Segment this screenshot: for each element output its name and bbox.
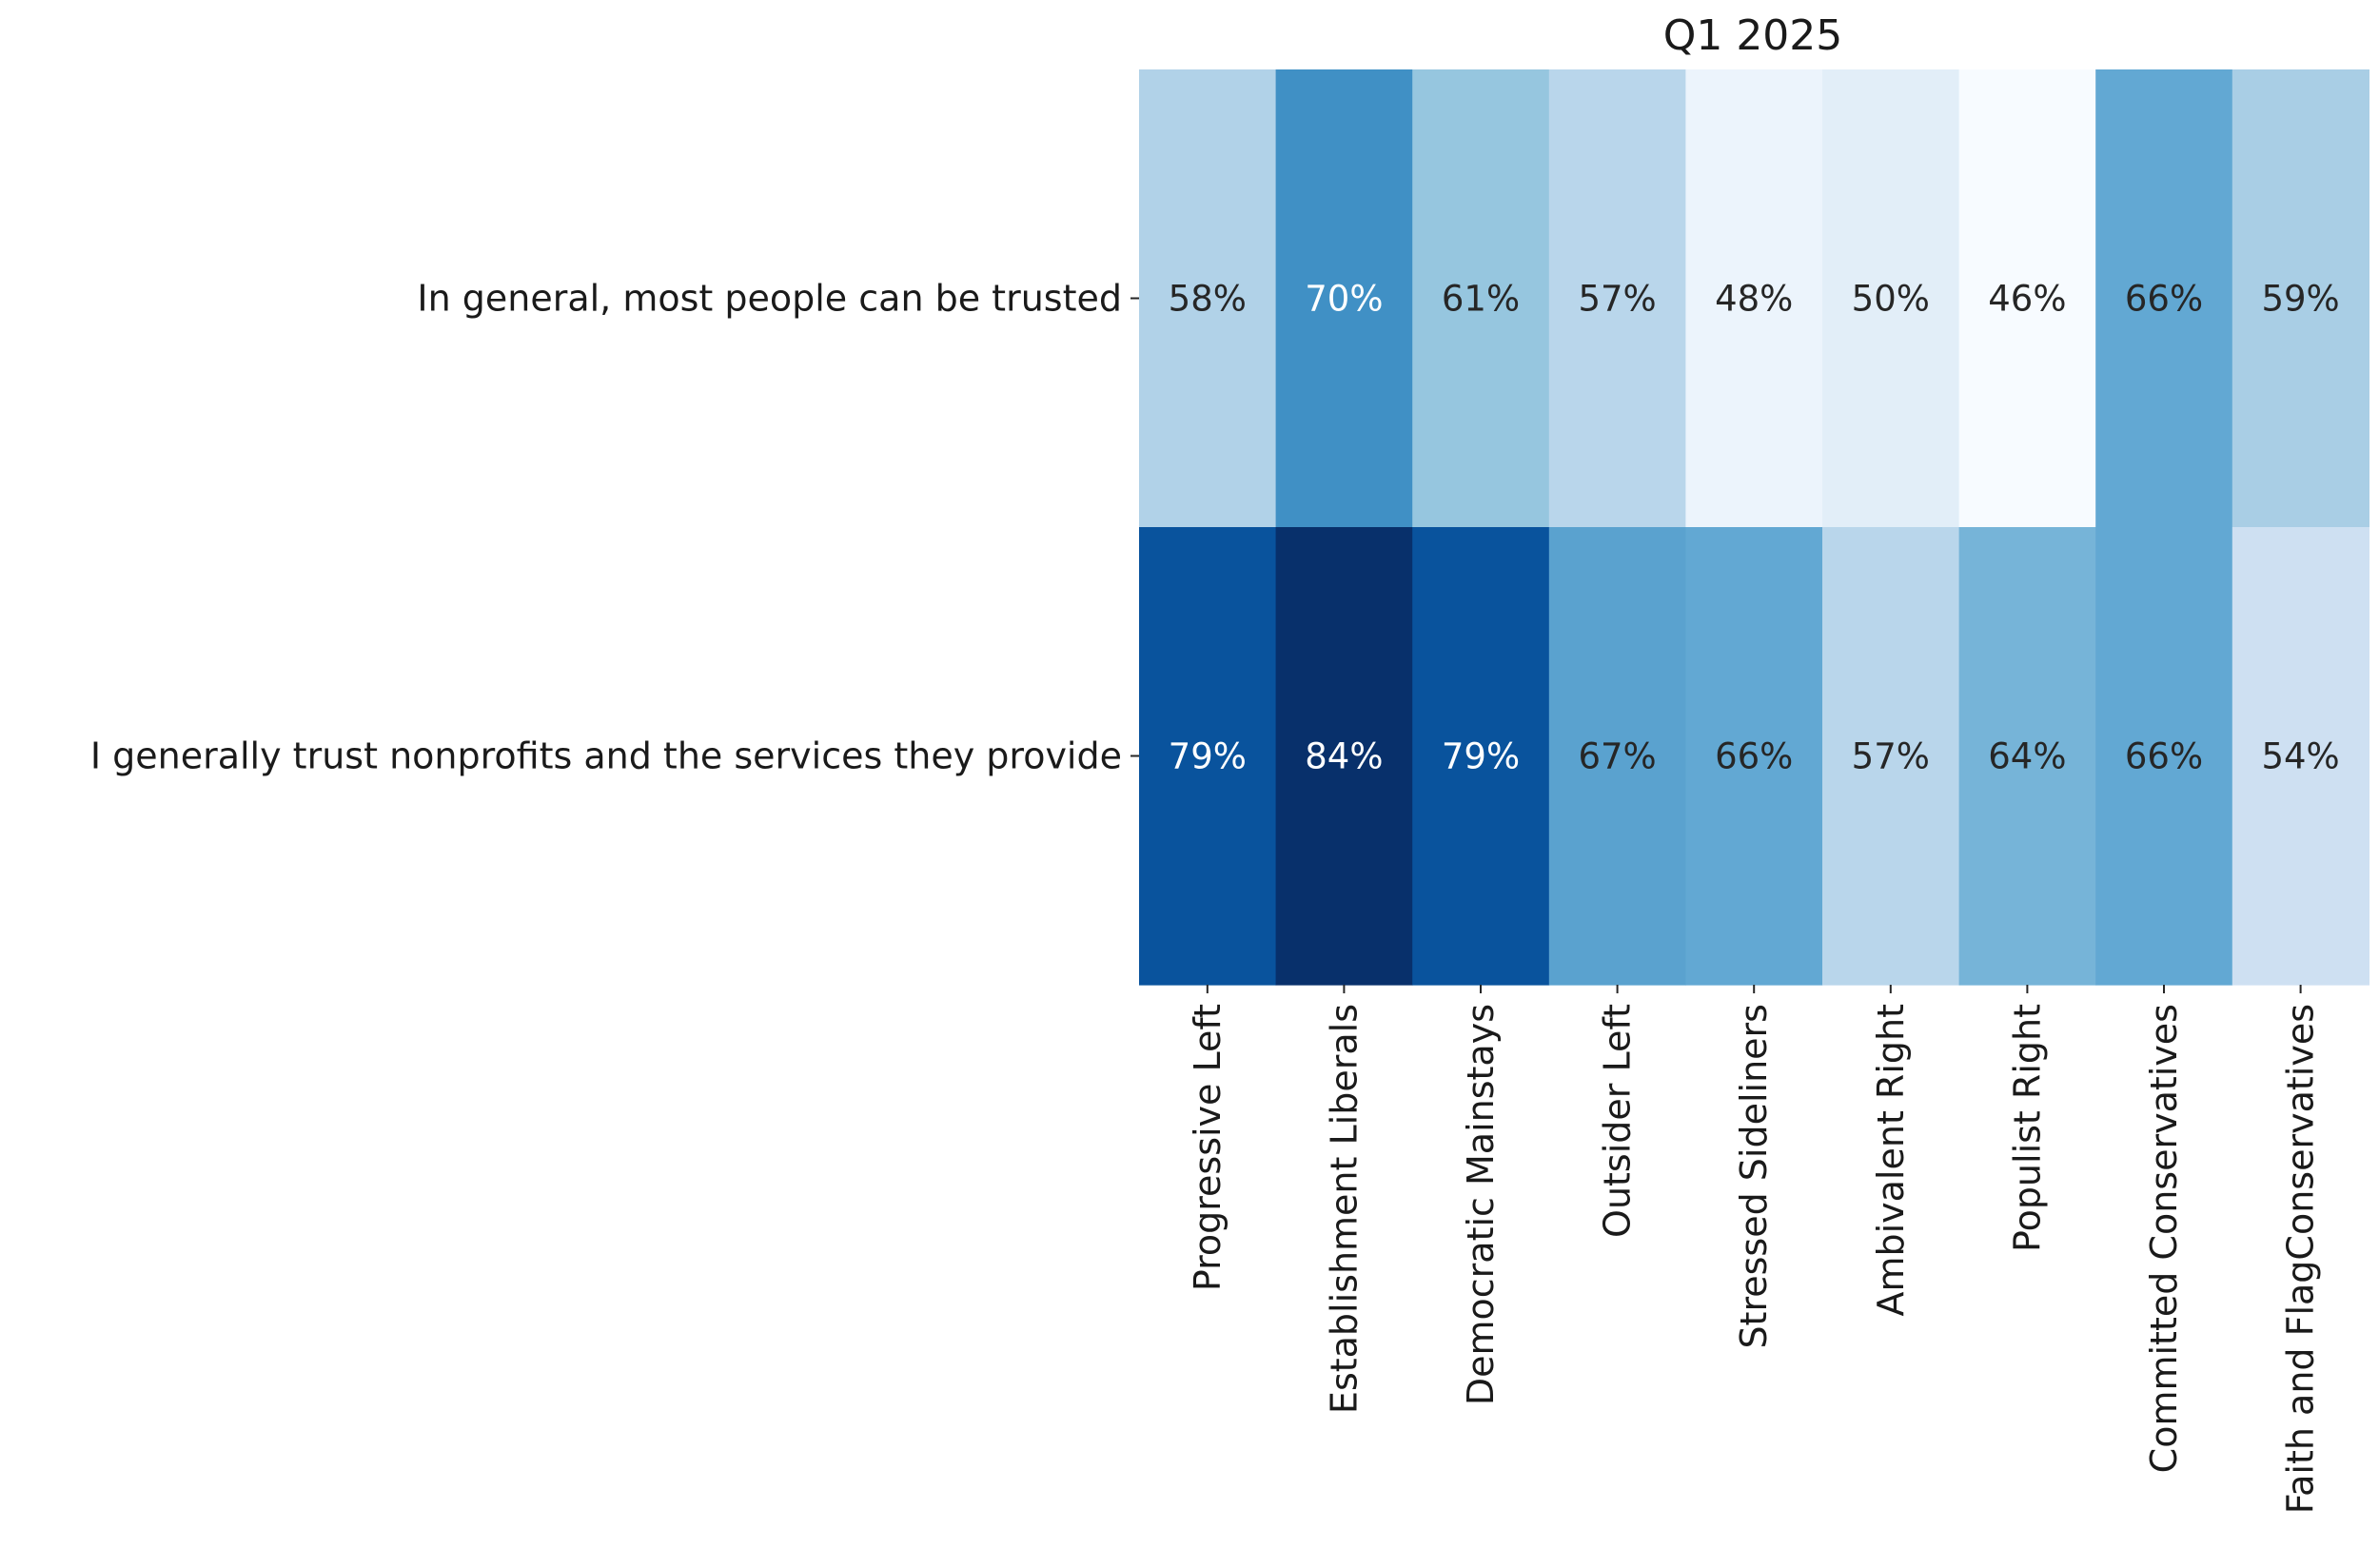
chart-title: Q1 2025 <box>1663 11 1843 60</box>
x-tick-label: Progressive Left <box>1187 1004 1229 1291</box>
heatmap-cell <box>2232 527 2369 986</box>
cell-label: 59% <box>2261 279 2339 320</box>
x-tick-label: Faith and FlagConservatives <box>2280 1004 2322 1514</box>
cell-label: 57% <box>1852 736 1930 777</box>
cell-label: 50% <box>1852 279 1930 320</box>
cell-label: 57% <box>1578 279 1656 320</box>
heatmap-cell <box>1958 69 2096 528</box>
cell-label: 61% <box>1442 279 1520 320</box>
cell-label: 54% <box>2261 736 2339 777</box>
heatmap-cell-labels: 58% 70% 61% 57% 48% 50% 46% 66% 59% 79% 84% 79% 67% 6… <box>1169 279 2340 777</box>
heatmap-cell <box>1548 527 1686 986</box>
heatmap-cell <box>1275 69 1413 528</box>
cell-label: 70% <box>1305 279 1383 320</box>
heatmap-cell <box>1139 527 1277 986</box>
cell-label: 79% <box>1442 736 1520 777</box>
cell-label: 66% <box>2125 279 2203 320</box>
x-tick-label: Stressed Sideliners <box>1733 1004 1775 1349</box>
cell-label: 66% <box>1715 736 1793 777</box>
heatmap-cell <box>1685 527 1823 986</box>
cell-label: 58% <box>1169 279 1247 320</box>
cell-label: 84% <box>1305 736 1383 777</box>
x-tick-label: Ambivalent Right <box>1870 1004 1912 1317</box>
heatmap-cell <box>1958 527 2096 986</box>
heatmap-cell <box>2095 527 2233 986</box>
x-tick-label: Establishment Liberals <box>1323 1004 1365 1414</box>
x-axis: Progressive Left Establishment Liberals De… <box>1187 985 2322 1514</box>
cell-label: 67% <box>1578 736 1656 777</box>
heatmap-cell <box>1412 527 1550 986</box>
heatmap-cell <box>1685 69 1823 528</box>
cell-label: 79% <box>1169 736 1247 777</box>
heatmap-cell <box>2232 69 2369 528</box>
y-axis: In general, most people can be trusted I … <box>90 278 1139 777</box>
heatmap-cell <box>1822 527 1960 986</box>
heatmap-cell <box>1822 69 1960 528</box>
x-tick-label: Committed Conservatives <box>2143 1004 2185 1473</box>
y-tick-label: In general, most people can be trusted <box>417 278 1122 320</box>
x-tick-label: Outsider Left <box>1597 1004 1639 1238</box>
heatmap-cell <box>2095 69 2233 528</box>
heatmap-cell <box>1548 69 1686 528</box>
x-tick-label: Democratic Mainstays <box>1460 1004 1502 1405</box>
heatmap-cell <box>1139 69 1277 528</box>
heatmap-cell <box>1412 69 1550 528</box>
cell-label: 48% <box>1715 279 1793 320</box>
cell-label: 66% <box>2125 736 2203 777</box>
y-tick-label: I generally trust nonprofits and the ser… <box>90 735 1122 777</box>
heatmap-cells <box>1139 69 2369 986</box>
heatmap-cell <box>1275 527 1413 986</box>
cell-label: 64% <box>1988 736 2066 777</box>
cell-label: 46% <box>1988 279 2066 320</box>
x-tick-label: Populist Right <box>2006 1004 2048 1252</box>
